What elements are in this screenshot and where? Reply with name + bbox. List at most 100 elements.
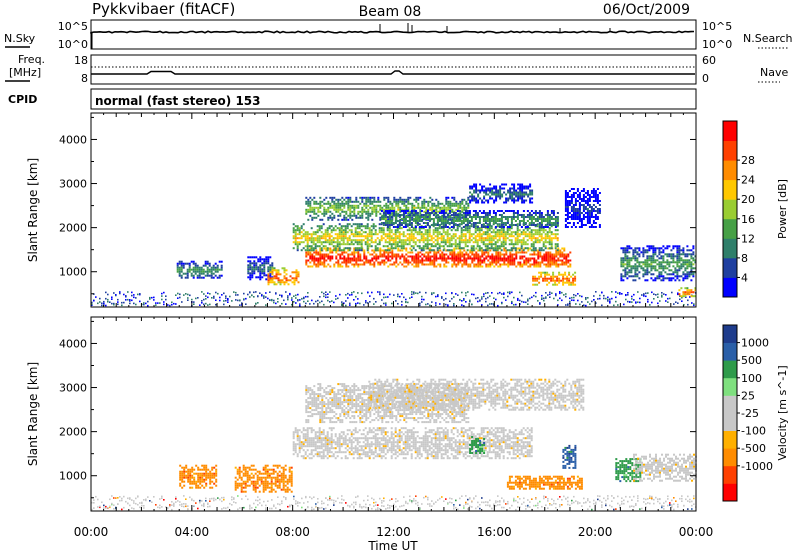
ground-scatter-pixel: [607, 299, 609, 301]
echo-pixel: [325, 254, 327, 256]
echo-pixel: [557, 237, 559, 239]
echo-pixel: [305, 197, 307, 199]
echo-pixel: [301, 231, 303, 233]
echo-pixel: [377, 233, 379, 235]
echo-pixel: [517, 233, 519, 235]
echo-pixel: [479, 239, 481, 241]
echo-pixel: [457, 237, 459, 239]
echo-pixel: [525, 188, 527, 190]
echo-pixel: [395, 256, 397, 258]
echo-pixel: [539, 226, 541, 228]
echo-pixel: [477, 258, 479, 260]
echo-pixel: [445, 199, 447, 201]
echo-pixel: [491, 220, 493, 222]
echo-pixel: [329, 197, 331, 199]
echo-pixel: [465, 245, 467, 247]
ground-scatter-pixel: [259, 292, 261, 294]
echo-pixel: [383, 260, 385, 262]
echo-pixel: [551, 222, 553, 224]
ground-scatter-pixel: [569, 298, 571, 300]
echo-pixel: [553, 210, 555, 212]
echo-pixel: [293, 241, 295, 243]
echo-pixel: [644, 271, 646, 273]
echo-pixel: [485, 239, 487, 241]
echo-pixel: [541, 260, 543, 262]
echo-pixel: [397, 256, 399, 258]
echo-pixel: [425, 233, 427, 235]
echo-pixel: [359, 233, 361, 235]
echo-pixel: [355, 229, 357, 231]
echo-pixel: [449, 233, 451, 235]
echo-pixel: [367, 213, 369, 215]
echo-pixel: [411, 212, 413, 214]
echo-pixel: [449, 239, 451, 241]
echo-pixel: [453, 214, 455, 216]
echo-pixel: [463, 229, 465, 231]
echo-pixel: [399, 227, 401, 229]
cpid-value: normal (fast stereo) 153: [95, 94, 261, 108]
ground-scatter-pixel: [191, 299, 193, 301]
echo-pixel: [547, 264, 549, 266]
ground-scatter-pixel: [435, 304, 437, 306]
echo-pixel: [626, 265, 628, 267]
ground-scatter-pixel: [507, 296, 509, 298]
echo-pixel: [321, 227, 323, 229]
echo-pixel: [373, 209, 375, 211]
echo-pixel: [325, 213, 327, 215]
echo-pixel: [463, 216, 465, 218]
echo-pixel: [417, 231, 419, 233]
echo-pixel: [467, 264, 469, 266]
echo-pixel: [419, 233, 421, 235]
echo-pixel: [349, 213, 351, 215]
echo-pixel: [591, 224, 593, 226]
echo-pixel: [313, 258, 315, 260]
echo-pixel: [489, 214, 491, 216]
echo-pixel: [509, 229, 511, 231]
ground-scatter-pixel: [581, 301, 583, 303]
echo-pixel: [499, 247, 501, 249]
echo-pixel: [652, 255, 654, 257]
ground-scatter-pixel: [289, 294, 291, 296]
echo-pixel: [395, 247, 397, 249]
echo-pixel: [447, 207, 449, 209]
echo-pixel: [646, 261, 648, 263]
ground-scatter-pixel: [389, 294, 391, 296]
echo-pixel: [377, 237, 379, 239]
echo-pixel: [313, 209, 315, 211]
echo-pixel: [549, 239, 551, 241]
echo-pixel: [473, 241, 475, 243]
echo-pixel: [309, 211, 311, 213]
echo-pixel: [503, 237, 505, 239]
echo-pixel: [511, 264, 513, 266]
echo-pixel: [343, 239, 345, 241]
ground-scatter-pixel: [135, 297, 137, 299]
echo-pixel: [347, 215, 349, 217]
echo-pixel: [331, 241, 333, 243]
ground-scatter-pixel: [165, 295, 167, 297]
echo-pixel: [417, 245, 419, 247]
echo-pixel: [551, 212, 553, 214]
echo-pixel: [513, 188, 515, 190]
echo-pixel: [355, 205, 357, 207]
echo-pixel: [327, 254, 329, 256]
ground-scatter-pixel: [477, 301, 479, 303]
echo-pixel: [676, 257, 678, 259]
echo-pixel: [646, 251, 648, 253]
echo-pixel: [513, 184, 515, 186]
echo-pixel: [445, 197, 447, 199]
ground-scatter-pixel: [395, 300, 397, 302]
echo-pixel: [427, 245, 429, 247]
echo-pixel: [341, 262, 343, 264]
echo-pixel: [305, 233, 307, 235]
echo-pixel: [447, 231, 449, 233]
echo-pixel: [431, 235, 433, 237]
echo-pixel: [415, 207, 417, 209]
echo-pixel: [589, 200, 591, 202]
echo-pixel: [503, 226, 505, 228]
echo-pixel: [201, 269, 203, 271]
echo-pixel: [307, 254, 309, 256]
echo-pixel: [573, 192, 575, 194]
ground-scatter-pixel: [367, 292, 369, 294]
ground-scatter-pixel: [321, 292, 323, 294]
echo-pixel: [207, 273, 209, 275]
